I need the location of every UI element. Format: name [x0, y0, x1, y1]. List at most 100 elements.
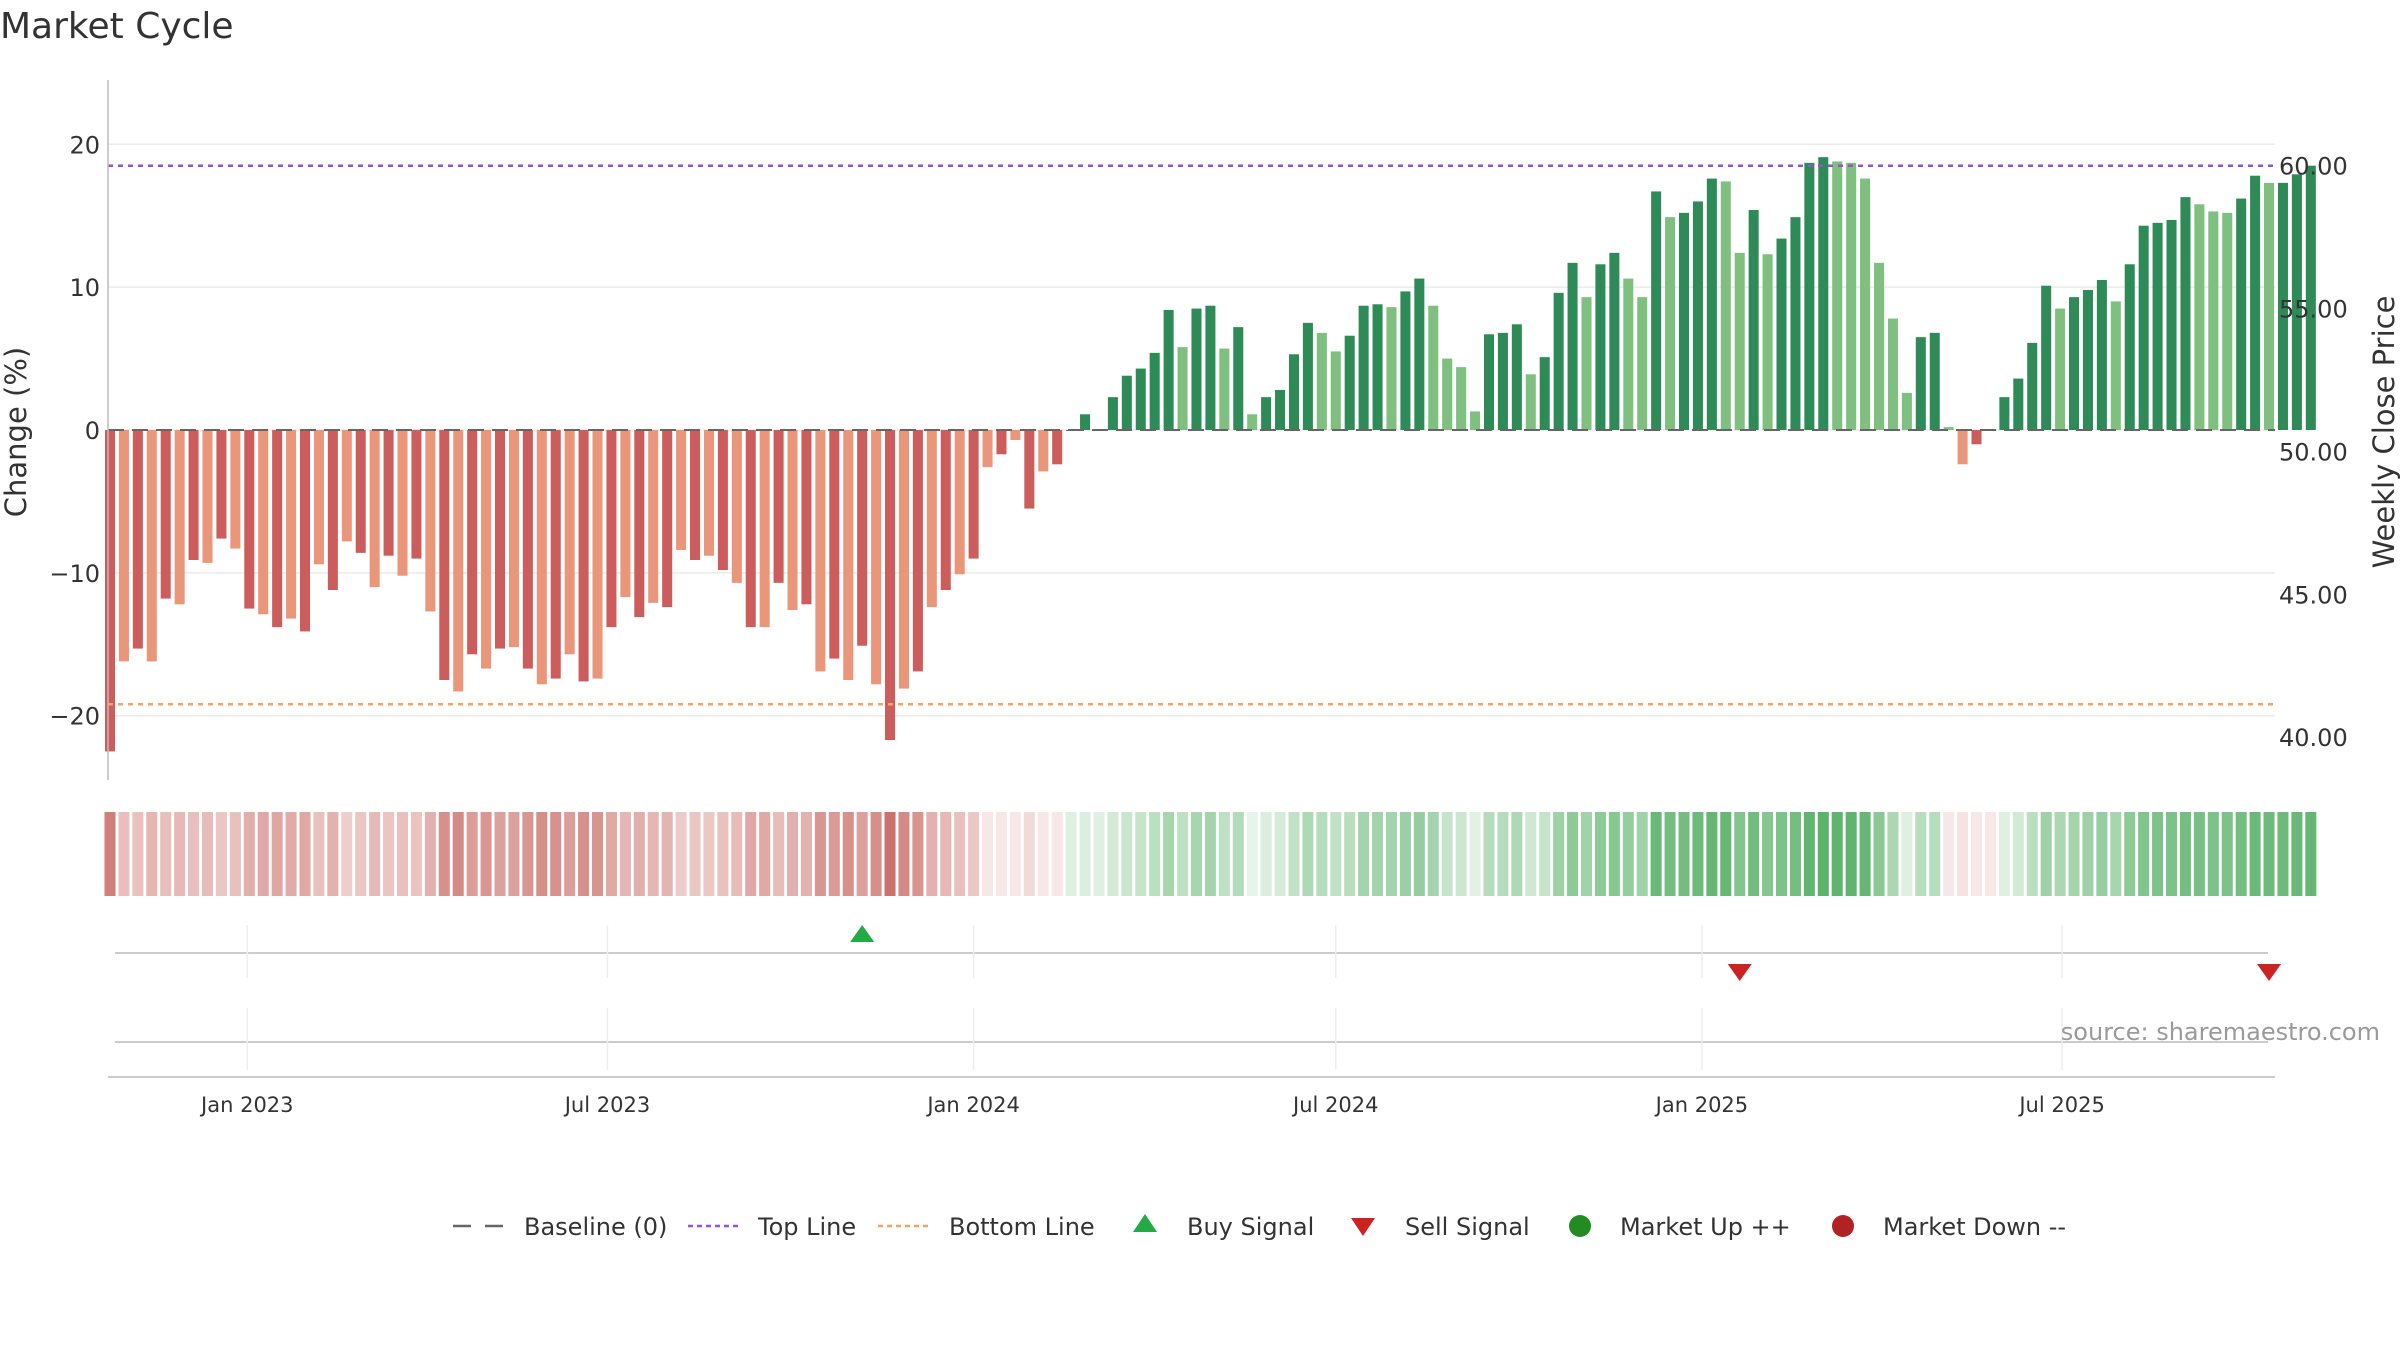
bar [703, 430, 714, 556]
bar [1678, 212, 1690, 430]
bar [2236, 198, 2247, 430]
heat-cell [1984, 812, 1996, 896]
heat-cell [1385, 812, 1397, 896]
bar [1010, 430, 1021, 440]
bar [1024, 430, 1035, 509]
bar [411, 430, 422, 559]
bar [2305, 165, 2316, 430]
heat-cell [1051, 812, 1063, 896]
bar [2180, 197, 2191, 430]
bar [536, 430, 547, 685]
heat-cell [229, 812, 241, 896]
legend-label: Bottom Line [949, 1213, 1095, 1241]
bar [1163, 310, 1174, 430]
heat-cell [174, 812, 186, 896]
bar [1553, 292, 1564, 430]
bar [1135, 368, 1146, 430]
bar [801, 430, 812, 605]
heat-cell [341, 812, 353, 896]
bar [1651, 191, 1662, 430]
heat-cell [717, 812, 729, 896]
heat-cell [536, 812, 548, 896]
y2-tick-label: 40.00 [2279, 724, 2348, 752]
y-axis-title: Change (%) [0, 347, 33, 517]
heat-cell [1163, 812, 1175, 896]
legend-label: Market Up ++ [1620, 1213, 1791, 1241]
heat-cell [1260, 812, 1272, 896]
bar [1692, 201, 1703, 430]
heat-cell [1720, 812, 1732, 896]
heat-cell [1664, 812, 1676, 896]
heat-cell [926, 812, 938, 896]
heat-cell [1330, 812, 1342, 896]
x-tick-label: Jul 2024 [1291, 1093, 1378, 1117]
y-tick-label: 20 [69, 131, 100, 159]
heat-cell [1190, 812, 1202, 896]
bar [1901, 392, 1912, 430]
heat-cell [424, 812, 436, 896]
bar [1790, 217, 1801, 430]
bar [2277, 182, 2288, 430]
bar [1247, 414, 1258, 430]
heat-cell [2235, 812, 2247, 896]
bar [676, 430, 687, 550]
heat-cell [243, 812, 255, 896]
x-tick-label: Jul 2025 [2017, 1093, 2104, 1117]
heat-cell [689, 812, 701, 896]
heat-cell [2291, 812, 2303, 896]
bar [1999, 397, 2010, 430]
heat-cell [188, 812, 200, 896]
heat-cell [327, 812, 339, 896]
bar [1567, 262, 1578, 430]
bar [815, 430, 826, 672]
heat-cell [452, 812, 464, 896]
heat-cell [1831, 812, 1843, 896]
heat-cell [1009, 812, 1021, 896]
bar [1637, 297, 1648, 430]
bar [1887, 318, 1898, 430]
bar [690, 430, 701, 560]
heat-cell [1316, 812, 1328, 896]
heat-cell [1511, 812, 1523, 896]
bar [174, 430, 185, 605]
heat-cell [633, 812, 645, 896]
legend: Baseline (0) Top Line Bottom Line Buy Signa… [453, 1213, 2066, 1241]
bar [773, 430, 784, 583]
heat-cell [1358, 812, 1370, 896]
bar [188, 430, 199, 560]
heat-cell [1413, 812, 1425, 896]
heat-cell [1636, 812, 1648, 896]
heat-cell [1873, 812, 1885, 896]
bar [564, 430, 575, 655]
heat-cell [1678, 812, 1690, 896]
heat-cell [605, 812, 617, 896]
heat-cell [480, 812, 492, 896]
heat-cell [550, 812, 562, 896]
bar [1386, 307, 1397, 430]
heat-cell [1553, 812, 1565, 896]
heat-cell [2305, 812, 2317, 896]
bar [550, 430, 561, 679]
bar [2055, 308, 2066, 430]
heat-cell [1288, 812, 1300, 896]
heat-cell [1957, 812, 1969, 896]
bar [1623, 278, 1634, 430]
bar [369, 430, 380, 588]
heat-cell [1525, 812, 1537, 896]
bar [1219, 348, 1230, 430]
heat-cell [2221, 812, 2233, 896]
heat-cell [146, 812, 158, 896]
heat-cell [299, 812, 311, 896]
bar [1191, 308, 1202, 430]
heat-cell [2152, 812, 2164, 896]
y2-tick-label: 55.00 [2279, 296, 2348, 324]
heat-cell [814, 812, 826, 896]
bar [2291, 174, 2302, 430]
bar [1873, 262, 1885, 430]
y-tick-label: −20 [49, 703, 100, 731]
buy-signal-marker [850, 925, 875, 942]
bar [118, 430, 129, 662]
bar [2082, 290, 2093, 430]
heat-cell [647, 812, 659, 896]
